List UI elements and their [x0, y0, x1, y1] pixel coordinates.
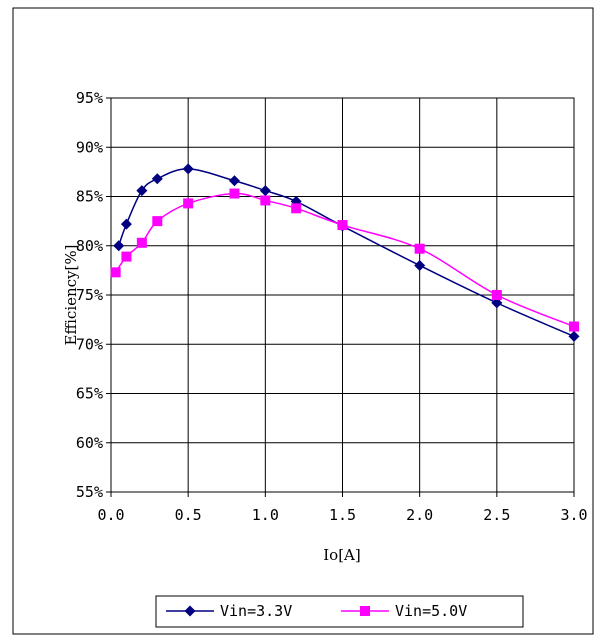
legend-entry: Vin=3.3V — [166, 602, 292, 620]
y-axis-ticks: 55% 60% 65% 70% 75% 80% 85% 90% 95% — [76, 89, 111, 501]
x-tick-label: 1.5 — [329, 506, 356, 524]
data-point — [568, 330, 580, 342]
x-tick-label: 0.5 — [175, 506, 202, 524]
data-point — [136, 237, 147, 248]
data-point — [228, 175, 240, 187]
data-point — [229, 188, 240, 199]
data-point — [414, 259, 426, 271]
data-point — [110, 267, 121, 278]
data-point — [152, 216, 163, 227]
data-point — [414, 243, 425, 254]
series-group — [110, 163, 580, 342]
x-tick-label: 2.0 — [406, 506, 433, 524]
data-point — [491, 297, 503, 309]
legend-label: Vin=5.0V — [395, 602, 467, 620]
y-tick-label: 65% — [76, 385, 103, 403]
y-tick-label: 70% — [76, 335, 103, 353]
x-tick-label: 3.0 — [560, 506, 587, 524]
data-point — [151, 173, 163, 185]
y-tick-label: 85% — [76, 188, 103, 206]
legend-box — [155, 595, 524, 628]
data-point — [337, 220, 348, 231]
legend: Vin=3.3V Vin=5.0V — [155, 595, 524, 628]
y-tick-label: 95% — [76, 89, 103, 107]
y-tick-label: 90% — [76, 138, 103, 156]
series-2 — [110, 188, 579, 332]
data-point — [183, 198, 194, 209]
data-point — [121, 251, 132, 262]
x-tick-label: 1.0 — [252, 506, 279, 524]
y-tick-label: 55% — [76, 483, 103, 501]
data-point — [569, 321, 579, 332]
x-tick-label: 0.0 — [97, 506, 124, 524]
data-point — [491, 290, 502, 300]
y-tick-label: 80% — [76, 237, 103, 255]
series-1 — [113, 163, 580, 342]
data-point — [259, 185, 271, 197]
data-point — [260, 195, 271, 206]
legend-label: Vin=3.3V — [220, 602, 292, 620]
data-point — [291, 203, 302, 214]
legend-marker — [184, 605, 196, 617]
x-tick-label: 2.5 — [483, 506, 510, 524]
x-axis-label: Io[A] — [323, 546, 361, 564]
data-point — [182, 163, 194, 175]
data-point — [136, 185, 148, 197]
legend-marker — [360, 606, 370, 616]
x-axis-ticks: 0.0 0.5 1.0 1.5 2.0 2.5 3.0 — [97, 492, 588, 524]
legend-entry: Vin=5.0V — [341, 602, 467, 620]
data-point — [113, 240, 125, 252]
y-axis-label: Efficiency[%] — [62, 245, 80, 346]
y-tick-label: 75% — [76, 286, 103, 304]
data-point — [120, 218, 132, 230]
y-tick-label: 60% — [76, 434, 103, 452]
